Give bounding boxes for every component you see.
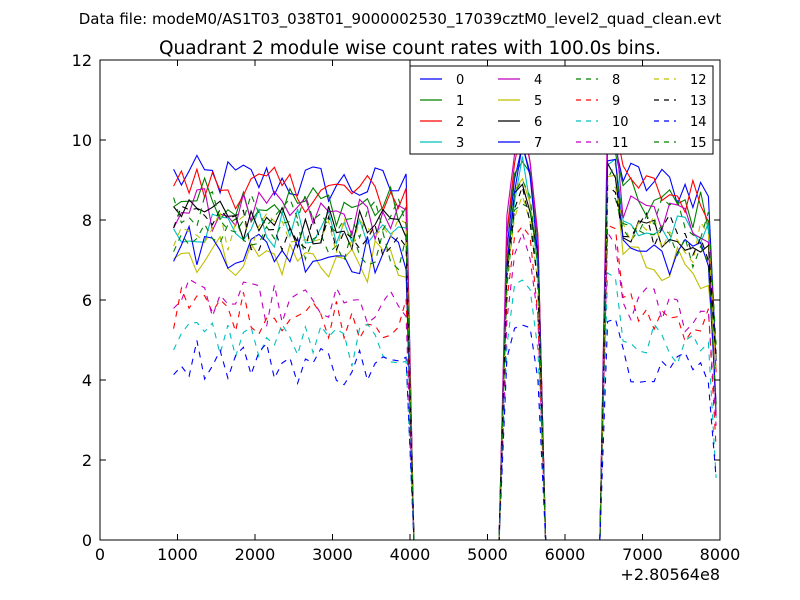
legend-label-8: 8 xyxy=(612,73,620,88)
y-tick-label: 0 xyxy=(82,531,92,550)
x-tick-label: 5000 xyxy=(467,545,508,564)
axis-ticks: 0 1000 2000 3000 4000 5000 6000 7000 80000246810… xyxy=(72,51,741,564)
series-line-11 xyxy=(173,230,717,541)
series-line-13 xyxy=(173,184,717,541)
x-tick-label: 6000 xyxy=(545,545,586,564)
legend-label-4: 4 xyxy=(534,73,542,88)
series-line-6 xyxy=(173,161,717,541)
x-offset-label: +2.80564e8 xyxy=(620,565,720,584)
series-line-2 xyxy=(173,122,717,541)
x-tick-label: 7000 xyxy=(622,545,663,564)
legend-label-3: 3 xyxy=(456,136,464,151)
legend-label-12: 12 xyxy=(690,73,707,88)
y-tick-label: 4 xyxy=(82,371,92,390)
legend-label-11: 11 xyxy=(612,136,629,151)
legend-label-2: 2 xyxy=(456,115,464,130)
y-tick-label: 2 xyxy=(82,451,92,470)
chart-title: Quadrant 2 module wise count rates with … xyxy=(159,38,661,59)
y-tick-label: 12 xyxy=(72,51,92,70)
x-tick-label: 2000 xyxy=(235,545,276,564)
legend-label-7: 7 xyxy=(534,136,542,151)
series-line-9 xyxy=(173,224,717,541)
legend-label-5: 5 xyxy=(534,94,542,109)
legend-label-1: 1 xyxy=(456,94,464,109)
legend-label-6: 6 xyxy=(534,115,542,130)
legend-label-13: 13 xyxy=(690,94,707,109)
x-tick-label: 4000 xyxy=(390,545,431,564)
legend-label-15: 15 xyxy=(690,136,707,151)
legend-label-0: 0 xyxy=(456,73,464,88)
series-line-14 xyxy=(173,318,717,541)
legend-label-14: 14 xyxy=(690,115,707,130)
legend-label-9: 9 xyxy=(612,94,620,109)
plot-lines xyxy=(173,113,717,541)
legend-label-10: 10 xyxy=(612,115,629,130)
x-tick-label: 0 xyxy=(95,545,105,564)
x-tick-label: 3000 xyxy=(312,545,353,564)
chart-suptitle: Data file: modeM0/AS1T03_038T01_90000025… xyxy=(79,10,722,29)
series-line-12 xyxy=(173,186,717,541)
y-tick-label: 8 xyxy=(82,211,92,230)
y-tick-label: 6 xyxy=(82,291,92,310)
y-tick-label: 10 xyxy=(72,131,92,150)
series-line-10 xyxy=(173,271,717,541)
legend-box xyxy=(409,65,714,155)
x-tick-label: 1000 xyxy=(157,545,198,564)
series-line-3 xyxy=(173,156,717,541)
x-tick-label: 8000 xyxy=(700,545,741,564)
